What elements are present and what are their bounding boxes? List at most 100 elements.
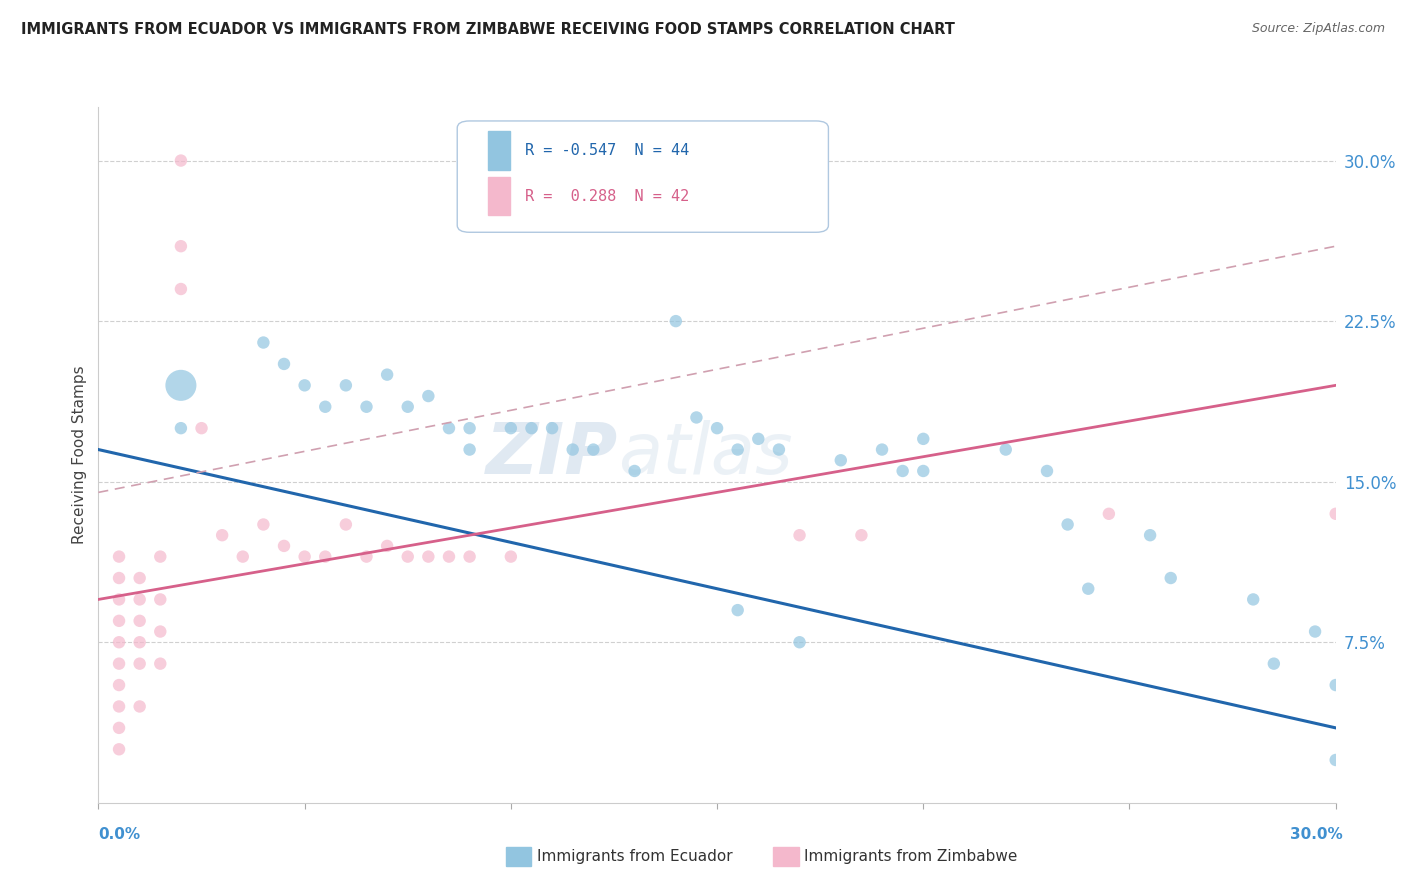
Point	[1241, 592, 1264, 607]
Point	[211, 528, 233, 542]
Point	[499, 549, 522, 564]
Bar	[488, 177, 510, 215]
Point	[1303, 624, 1326, 639]
Point	[789, 635, 811, 649]
Point	[582, 442, 605, 457]
Point	[458, 421, 481, 435]
Point	[149, 549, 172, 564]
Point	[1139, 528, 1161, 542]
Point	[232, 549, 254, 564]
Point	[727, 442, 749, 457]
Point	[418, 389, 440, 403]
Point	[170, 421, 193, 435]
Point	[437, 549, 460, 564]
Point	[294, 378, 316, 392]
Text: R =  0.288  N = 42: R = 0.288 N = 42	[526, 188, 689, 203]
Point	[870, 442, 893, 457]
Text: Immigrants from Ecuador: Immigrants from Ecuador	[537, 849, 733, 863]
Point	[375, 368, 398, 382]
Point	[149, 624, 172, 639]
Text: 30.0%: 30.0%	[1289, 827, 1343, 841]
Point	[128, 635, 150, 649]
Point	[294, 549, 316, 564]
Point	[768, 442, 790, 457]
Point	[108, 614, 131, 628]
Point	[830, 453, 852, 467]
Point	[706, 421, 728, 435]
Point	[727, 603, 749, 617]
Y-axis label: Receiving Food Stamps: Receiving Food Stamps	[72, 366, 87, 544]
Point	[1324, 507, 1347, 521]
Point	[541, 421, 564, 435]
Point	[108, 571, 131, 585]
Point	[1324, 753, 1347, 767]
Text: Immigrants from Zimbabwe: Immigrants from Zimbabwe	[804, 849, 1018, 863]
Point	[314, 400, 336, 414]
Point	[335, 517, 357, 532]
FancyBboxPatch shape	[457, 121, 828, 232]
Point	[108, 678, 131, 692]
Point	[1077, 582, 1099, 596]
Point	[149, 657, 172, 671]
Point	[314, 549, 336, 564]
Point	[1263, 657, 1285, 671]
Point	[356, 549, 378, 564]
Text: IMMIGRANTS FROM ECUADOR VS IMMIGRANTS FROM ZIMBABWE RECEIVING FOOD STAMPS CORREL: IMMIGRANTS FROM ECUADOR VS IMMIGRANTS FR…	[21, 22, 955, 37]
Point	[789, 528, 811, 542]
Text: ZIP: ZIP	[486, 420, 619, 490]
Point	[108, 592, 131, 607]
Point	[252, 335, 274, 350]
Point	[108, 635, 131, 649]
Text: R = -0.547  N = 44: R = -0.547 N = 44	[526, 144, 689, 159]
Point	[1160, 571, 1182, 585]
Point	[520, 421, 543, 435]
Point	[108, 657, 131, 671]
Point	[561, 442, 583, 457]
Point	[994, 442, 1017, 457]
Point	[458, 442, 481, 457]
Point	[273, 357, 295, 371]
Point	[665, 314, 688, 328]
Point	[891, 464, 914, 478]
Point	[437, 421, 460, 435]
Point	[356, 400, 378, 414]
Point	[170, 378, 193, 392]
Point	[108, 721, 131, 735]
Point	[252, 517, 274, 532]
Point	[623, 464, 645, 478]
Point	[685, 410, 707, 425]
Point	[851, 528, 873, 542]
Point	[128, 657, 150, 671]
Point	[108, 742, 131, 756]
Point	[170, 239, 193, 253]
Point	[912, 464, 935, 478]
Bar	[488, 131, 510, 169]
Point	[1036, 464, 1059, 478]
Point	[1056, 517, 1078, 532]
Point	[375, 539, 398, 553]
Point	[273, 539, 295, 553]
Text: Source: ZipAtlas.com: Source: ZipAtlas.com	[1251, 22, 1385, 36]
Point	[912, 432, 935, 446]
Point	[108, 699, 131, 714]
Point	[1324, 678, 1347, 692]
Point	[170, 282, 193, 296]
Point	[335, 378, 357, 392]
Point	[747, 432, 769, 446]
Point	[190, 421, 212, 435]
Point	[108, 549, 131, 564]
Point	[149, 592, 172, 607]
Point	[499, 421, 522, 435]
Point	[418, 549, 440, 564]
Text: atlas: atlas	[619, 420, 793, 490]
Point	[170, 153, 193, 168]
Point	[396, 400, 419, 414]
Point	[1098, 507, 1121, 521]
Point	[128, 592, 150, 607]
Point	[128, 571, 150, 585]
Point	[128, 614, 150, 628]
Point	[458, 549, 481, 564]
Text: 0.0%: 0.0%	[98, 827, 141, 841]
Point	[396, 549, 419, 564]
Point	[128, 699, 150, 714]
